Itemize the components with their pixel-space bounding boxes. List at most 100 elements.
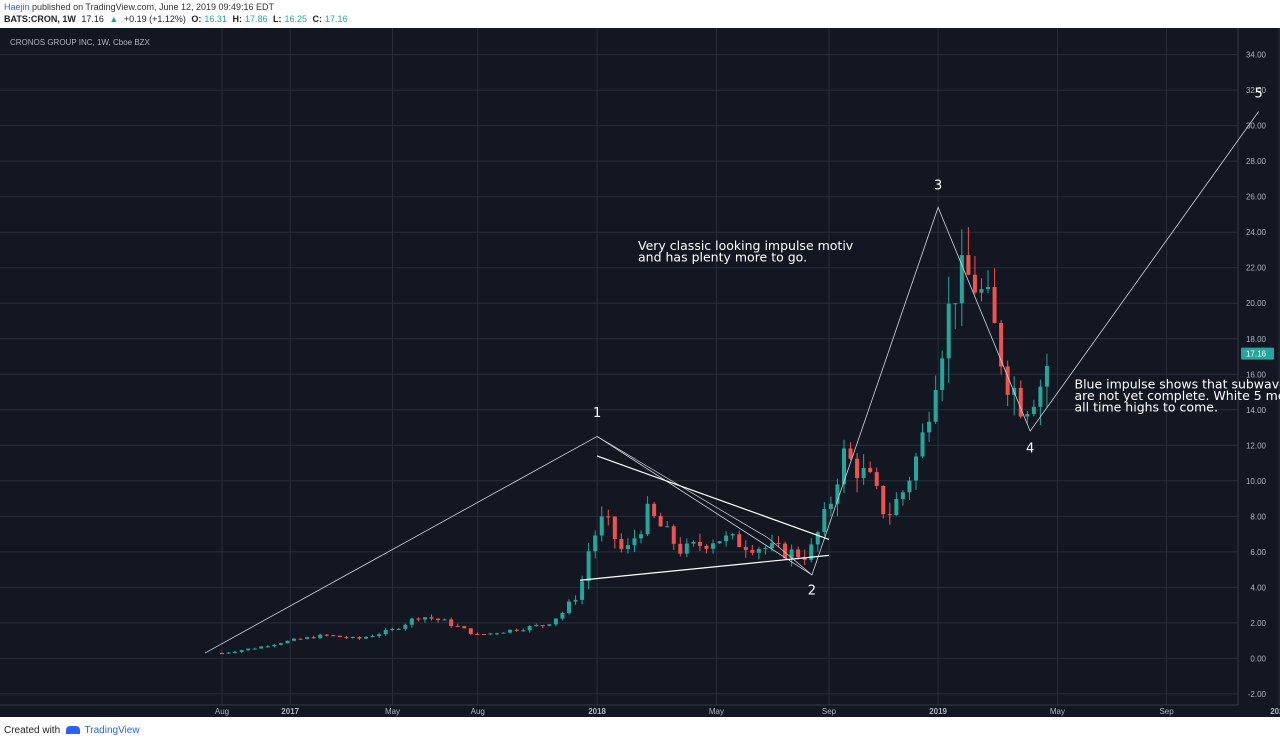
close-value: 17.16: [325, 14, 348, 24]
candle-body: [652, 503, 657, 516]
y-tick-label: 32.00: [1246, 86, 1267, 95]
annotation-text: and has plenty more to go.: [638, 249, 807, 264]
last-price-tag: [1241, 347, 1274, 360]
candle-body: [246, 648, 251, 651]
candle-body: [658, 515, 663, 527]
x-tick-label: May: [385, 707, 400, 716]
tradingview-link[interactable]: TradingView: [84, 725, 140, 736]
candle-body: [861, 467, 866, 479]
candle-body: [933, 389, 938, 422]
candle-body: [671, 526, 676, 544]
candle-body: [717, 541, 722, 544]
y-tick-label: 6.00: [1250, 548, 1266, 557]
candle-body: [350, 636, 355, 638]
x-tick-label: 2020: [1270, 707, 1280, 716]
candle-body: [455, 625, 460, 627]
chart-svg[interactable]: 34.0032.0030.0028.0026.0024.0022.0020.00…: [0, 28, 1280, 717]
high-value: 17.86: [244, 14, 268, 24]
candle-body: [599, 516, 604, 536]
candle-body: [645, 503, 650, 535]
candle-body: [233, 651, 238, 653]
wave-label: 4: [1026, 441, 1034, 456]
candle-body: [855, 458, 860, 479]
candle-body: [841, 448, 846, 485]
y-tick-label: 12.00: [1246, 441, 1267, 450]
author-link[interactable]: Haejin: [4, 2, 30, 12]
candle-body: [927, 421, 932, 433]
candle-body: [972, 274, 977, 293]
published-text: published on TradingView.com, June 12, 2…: [32, 2, 275, 12]
candle-body: [756, 548, 761, 553]
candle-body: [743, 547, 748, 550]
candle-body: [311, 637, 316, 639]
candle-body: [553, 618, 558, 625]
candle-body: [547, 624, 552, 626]
candle-body: [874, 472, 879, 486]
candle-body: [521, 630, 526, 632]
candle-body: [468, 628, 473, 634]
up-arrow-icon: ▲: [109, 14, 119, 24]
candle-body: [796, 549, 801, 558]
candle-body: [1025, 414, 1030, 417]
last-price-label: 17.16: [1246, 350, 1267, 359]
x-tick-label: 2017: [281, 707, 299, 716]
y-tick-label: 34.00: [1246, 51, 1267, 60]
candle-body: [514, 629, 519, 631]
candle-body: [1044, 365, 1049, 387]
high-label: H:: [232, 14, 242, 24]
candle-body: [488, 633, 493, 635]
close-label: C:: [312, 14, 323, 24]
candle-body: [625, 545, 630, 550]
candle-body: [776, 543, 781, 545]
candle-body: [364, 637, 369, 639]
candle-body: [259, 646, 264, 649]
candle-body: [907, 480, 912, 493]
x-tick-label: Sep: [1159, 707, 1174, 716]
candle-body: [573, 599, 578, 602]
y-tick-label: 26.00: [1246, 193, 1267, 202]
candle-body: [711, 543, 716, 549]
candle-body: [953, 303, 958, 305]
y-tick-label: 10.00: [1246, 477, 1267, 486]
candle-body: [665, 526, 670, 528]
y-tick-label: 14.00: [1246, 406, 1267, 415]
x-tick-label: May: [709, 707, 724, 716]
candle-body: [678, 543, 683, 554]
low-label: L:: [273, 14, 282, 24]
candle-body: [429, 617, 434, 619]
candle-body: [691, 541, 696, 544]
candle-body: [501, 632, 506, 634]
symbol-name: BATS:CRON, 1W: [4, 14, 76, 24]
candle-body: [534, 625, 539, 627]
candle-body: [475, 633, 480, 635]
annotation-text: all time highs to come.: [1075, 399, 1218, 414]
low-value: 16.25: [284, 14, 308, 24]
y-tick-label: 0.00: [1250, 654, 1266, 663]
candle-body: [298, 638, 303, 640]
candle-body: [278, 643, 283, 645]
candle-body: [593, 535, 598, 552]
y-tick-label: 22.00: [1246, 264, 1267, 273]
x-tick-label: May: [1050, 707, 1065, 716]
candle-body: [959, 255, 964, 304]
y-tick-label: 2.00: [1250, 619, 1266, 628]
candle-body: [828, 503, 833, 510]
candle-body: [403, 624, 408, 629]
candle-body: [272, 644, 277, 647]
candle-body: [606, 516, 611, 518]
candle-body: [265, 646, 270, 648]
x-tick-label: Sep: [822, 707, 837, 716]
candle-body: [422, 617, 427, 620]
symbol-info: BATS:CRON, 1W 17.16 ▲ +0.19 (+1.12%) O: 1…: [4, 14, 351, 24]
candle-body: [835, 484, 840, 504]
candle-body: [704, 545, 709, 549]
candle-body: [344, 637, 349, 639]
candle-body: [940, 358, 945, 390]
candle-body: [305, 637, 310, 639]
candle-body: [822, 509, 827, 533]
y-tick-label: -2.00: [1248, 690, 1267, 699]
chart-area[interactable]: 34.00 32.00 30.00 28.00 26.00 24.00 22.00 20.00…: [0, 28, 1280, 717]
candle-body: [318, 634, 323, 639]
candle-body: [848, 448, 853, 459]
candle-body: [508, 629, 513, 633]
